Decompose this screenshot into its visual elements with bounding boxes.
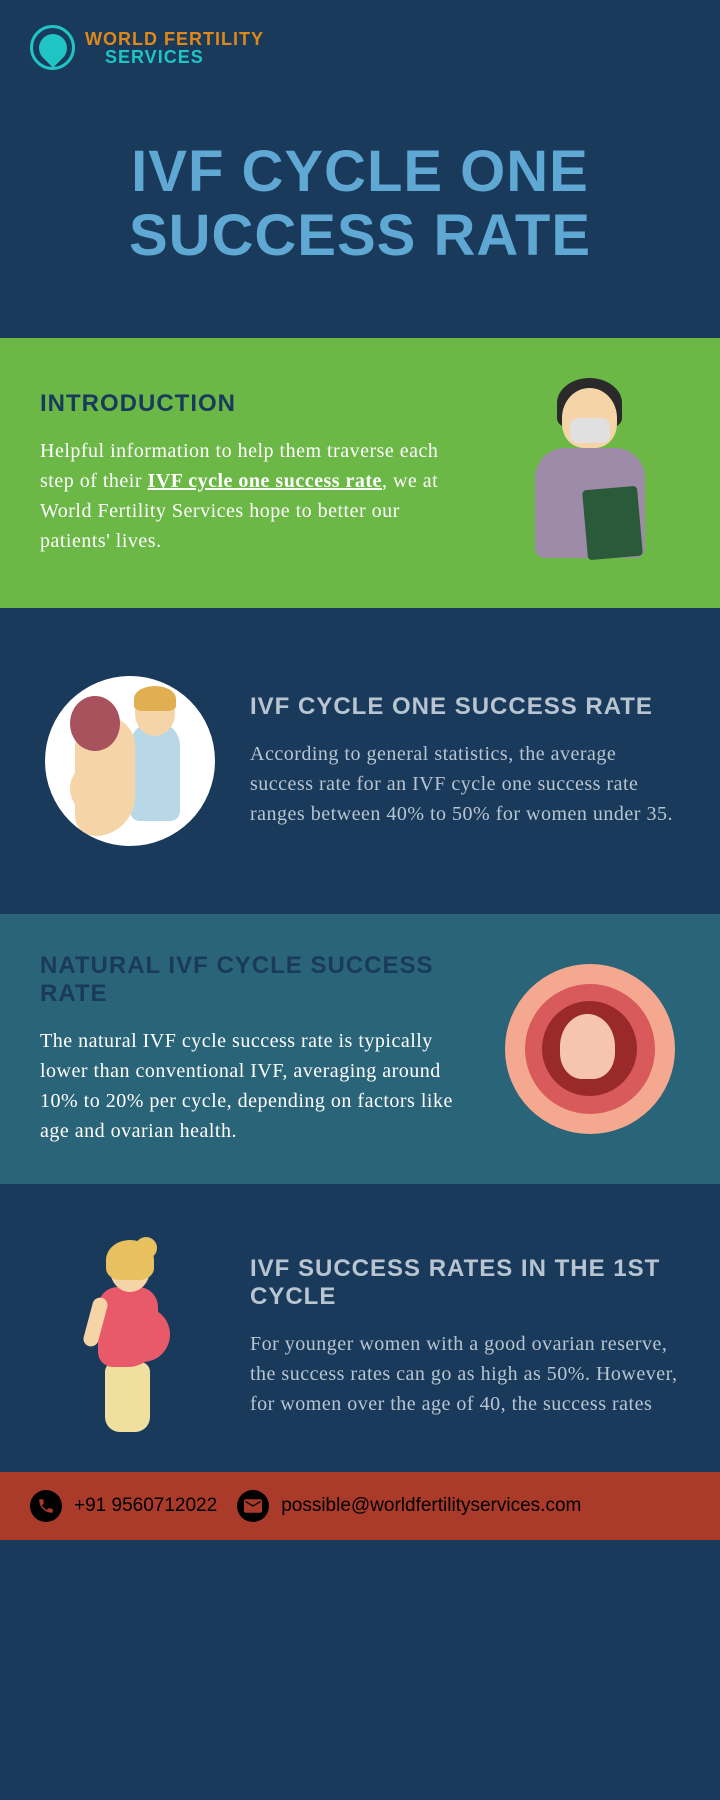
email-icon — [237, 1490, 269, 1522]
divider — [0, 1184, 720, 1202]
phone-icon — [30, 1490, 62, 1522]
cycle-one-text: According to general statistics, the ave… — [250, 739, 680, 829]
email-address[interactable]: possible@worldfertilityservices.com — [281, 1495, 581, 1517]
section-ivf-cycle-one: IVF CYCLE ONE SUCCESS RATE According to … — [0, 626, 720, 896]
logo-text: WORLD FERTILITY SERVICES — [85, 30, 264, 66]
section-natural-ivf: NATURAL IVF CYCLE SUCCESS RATE The natur… — [0, 914, 720, 1184]
cycle-one-heading: IVF CYCLE ONE SUCCESS RATE — [250, 693, 680, 721]
logo-icon — [30, 25, 75, 70]
natural-text-block: NATURAL IVF CYCLE SUCCESS RATE The natur… — [40, 952, 470, 1146]
logo-line-2: SERVICES — [105, 48, 264, 66]
intro-heading: INTRODUCTION — [40, 390, 470, 418]
intro-link-text[interactable]: IVF cycle one success rate — [148, 470, 382, 492]
natural-heading: NATURAL IVF CYCLE SUCCESS RATE — [40, 952, 470, 1008]
pregnant-woman-icon — [40, 1237, 220, 1437]
section-introduction: INTRODUCTION Helpful information to help… — [0, 338, 720, 608]
cycle-one-text-block: IVF CYCLE ONE SUCCESS RATE According to … — [250, 693, 680, 829]
section-first-cycle: IVF SUCCESS RATES IN THE 1ST CYCLE For y… — [0, 1202, 720, 1472]
first-cycle-text: For younger women with a good ovarian re… — [250, 1329, 680, 1419]
first-cycle-heading: IVF SUCCESS RATES IN THE 1ST CYCLE — [250, 1255, 680, 1311]
intro-text: Helpful information to help them travers… — [40, 436, 470, 556]
womb-icon — [500, 949, 680, 1149]
infographic-container: WORLD FERTILITY SERVICES IVF CYCLE ONE S… — [0, 0, 720, 1540]
divider — [0, 896, 720, 914]
divider — [0, 608, 720, 626]
natural-text: The natural IVF cycle success rate is ty… — [40, 1026, 470, 1146]
header: WORLD FERTILITY SERVICES — [0, 0, 720, 80]
footer: +91 9560712022 possible@worldfertilityse… — [0, 1472, 720, 1540]
first-cycle-text-block: IVF SUCCESS RATES IN THE 1ST CYCLE For y… — [250, 1255, 680, 1419]
main-title: IVF CYCLE ONE SUCCESS RATE — [0, 80, 720, 338]
intro-text-block: INTRODUCTION Helpful information to help… — [40, 390, 470, 556]
couple-icon — [40, 661, 220, 861]
logo-line-1: WORLD FERTILITY — [85, 30, 264, 48]
phone-number[interactable]: +91 9560712022 — [74, 1495, 217, 1517]
doctor-icon — [500, 373, 680, 573]
